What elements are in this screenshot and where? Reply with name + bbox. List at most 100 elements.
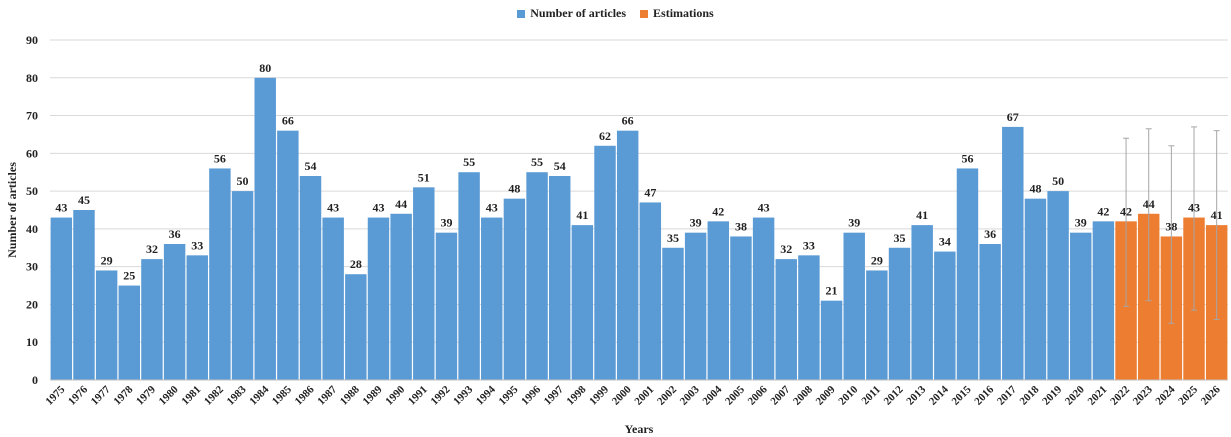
data-label: 66 xyxy=(622,114,634,128)
data-label: 36 xyxy=(169,227,181,241)
y-tick-label: 40 xyxy=(26,222,38,236)
data-label: 54 xyxy=(554,159,566,173)
x-tick-label: 2011 xyxy=(859,384,883,408)
x-tick-label: 2020 xyxy=(1063,383,1087,407)
data-label: 42 xyxy=(712,204,724,218)
x-tick-label: 2023 xyxy=(1131,383,1155,407)
data-label: 41 xyxy=(916,208,928,222)
data-label: 25 xyxy=(123,269,135,283)
data-label: 39 xyxy=(690,216,702,230)
data-label: 67 xyxy=(1007,110,1019,124)
data-label: 48 xyxy=(508,182,520,196)
x-tick-label: 2018 xyxy=(1018,383,1042,407)
y-tick-label: 90 xyxy=(26,33,38,47)
bar xyxy=(186,255,208,380)
x-tick-label: 1984 xyxy=(247,383,271,407)
bar xyxy=(843,232,865,380)
data-label: 55 xyxy=(463,155,475,169)
bar xyxy=(571,225,594,380)
y-axis-title: Number of articles xyxy=(5,162,19,258)
y-tick-label: 20 xyxy=(26,297,38,311)
legend-swatch-estimations xyxy=(640,9,649,18)
x-tick-label: 2026 xyxy=(1199,383,1223,407)
x-tick-label: 1998 xyxy=(564,383,588,407)
bar xyxy=(73,210,95,380)
x-tick-label: 1993 xyxy=(451,383,475,407)
x-tick-label: 1996 xyxy=(519,383,543,407)
bar xyxy=(367,217,390,380)
bar xyxy=(209,168,231,380)
x-tick-label: 1975 xyxy=(43,383,67,407)
y-tick-label: 60 xyxy=(26,146,38,160)
y-tick-label: 0 xyxy=(32,373,38,387)
x-tick-label: 2008 xyxy=(791,383,815,407)
bar xyxy=(50,217,73,380)
bar xyxy=(956,168,979,380)
data-label: 35 xyxy=(667,231,679,245)
x-tick-label: 2017 xyxy=(995,383,1019,407)
data-label: 56 xyxy=(214,151,226,165)
x-tick-label: 2012 xyxy=(882,383,906,407)
data-label: 55 xyxy=(531,155,543,169)
bar xyxy=(934,251,956,380)
x-tick-label: 2016 xyxy=(972,383,996,407)
data-label: 32 xyxy=(146,242,158,256)
x-tick-label: 1982 xyxy=(202,383,226,407)
bar xyxy=(277,130,299,380)
data-label: 34 xyxy=(939,235,951,249)
x-tick-label: 2013 xyxy=(904,383,928,407)
data-label: 43 xyxy=(486,201,498,215)
legend-label-articles: Number of articles xyxy=(530,6,627,20)
x-tick-label: 1981 xyxy=(179,384,203,408)
legend-label-estimations: Estimations xyxy=(653,6,714,20)
y-tick-label: 10 xyxy=(26,335,38,349)
x-tick-label: 2014 xyxy=(927,383,951,407)
bar xyxy=(526,172,548,380)
x-tick-label: 2019 xyxy=(1040,383,1064,407)
data-label: 42 xyxy=(1120,204,1132,218)
data-label: 43 xyxy=(1188,201,1200,215)
bar xyxy=(231,191,254,380)
x-tick-label: 2015 xyxy=(950,383,974,407)
data-label: 42 xyxy=(1097,204,1109,218)
y-tick-label: 80 xyxy=(26,71,38,85)
x-tick-label: 2005 xyxy=(723,383,747,407)
bar xyxy=(1092,221,1115,380)
bar xyxy=(254,77,276,381)
bar xyxy=(435,232,458,380)
x-tick-label: 1997 xyxy=(542,383,566,407)
data-label: 80 xyxy=(259,61,271,75)
bar xyxy=(95,270,118,380)
data-label: 28 xyxy=(350,257,362,271)
legend: Number of articles Estimations xyxy=(0,6,1231,21)
bar xyxy=(662,247,684,380)
data-label: 39 xyxy=(1075,216,1087,230)
bar xyxy=(888,247,911,380)
x-tick-label: 2009 xyxy=(814,383,838,407)
data-label: 43 xyxy=(327,201,339,215)
data-label: 35 xyxy=(894,231,906,245)
bar xyxy=(141,259,163,380)
bar xyxy=(866,270,888,380)
bar xyxy=(1024,198,1047,380)
data-label: 33 xyxy=(191,238,203,252)
x-tick-label: 1985 xyxy=(270,383,294,407)
bar xyxy=(911,225,933,380)
y-tick-label: 30 xyxy=(26,260,38,274)
data-label: 51 xyxy=(418,170,430,184)
x-tick-label: 1977 xyxy=(89,383,113,407)
bar xyxy=(481,217,503,380)
data-label: 45 xyxy=(78,193,90,207)
x-tick-label: 1994 xyxy=(474,383,498,407)
x-axis-title: Years xyxy=(625,422,654,436)
x-tick-label: 2006 xyxy=(746,383,770,407)
data-label: 29 xyxy=(101,253,113,267)
data-label: 43 xyxy=(758,201,770,215)
x-tick-label: 2021 xyxy=(1085,384,1109,408)
x-tick-label: 2003 xyxy=(678,383,702,407)
bar xyxy=(639,202,662,380)
data-label: 66 xyxy=(282,114,294,128)
x-tick-label: 1976 xyxy=(66,383,90,407)
x-tick-label: 1992 xyxy=(429,383,453,407)
